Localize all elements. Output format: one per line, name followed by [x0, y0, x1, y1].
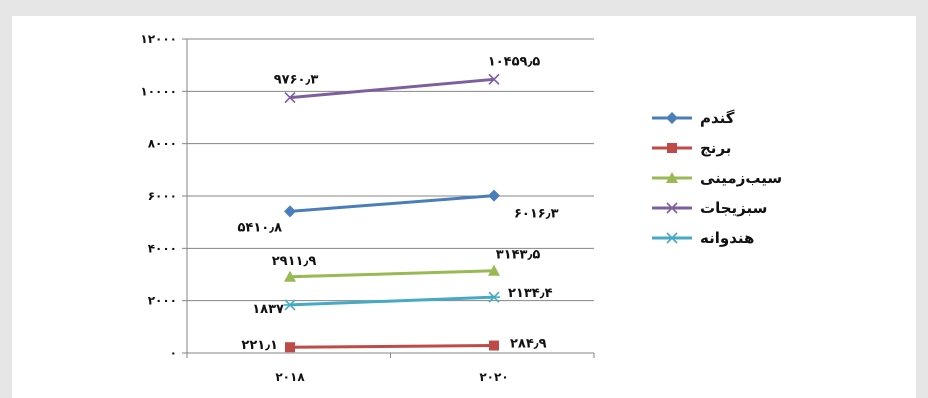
series-line	[289, 269, 495, 279]
point-marker-triangle	[284, 270, 296, 282]
line-chart: ۰ ۲۰۰۰ ۴۰۰۰ ۶۰۰۰ ۸۰۰۰ ۱۰۰۰۰ ۱۲۰۰۰ ۲۰۱۸ ۲۰۲۰ ۵۴۱۰…	[140, 32, 782, 384]
chart-frame: ۰ ۲۰۰۰ ۴۰۰۰ ۶۰۰۰ ۸۰۰۰ ۱۰۰۰۰ ۱۲۰۰۰ ۲۰۱۸ ۲۰۲۰ ۵۴۱۰…	[12, 16, 916, 398]
series-line	[289, 77, 495, 100]
series-line	[289, 194, 495, 213]
point-marker-star	[666, 232, 678, 244]
y-tick-label: ۴۰۰۰	[148, 241, 177, 255]
y-tick-label: ۸۰۰۰	[148, 137, 177, 151]
legend-label: سبزیجات	[700, 199, 767, 217]
series-line	[289, 344, 495, 349]
y-tick-label: ۰	[170, 346, 177, 360]
legend-item: گندم	[652, 109, 735, 127]
series	[284, 73, 500, 353]
point-marker-x	[488, 73, 500, 85]
x-tick-label: ۲۰۱۸	[275, 370, 305, 384]
legend-label: سیب‌زمینی	[700, 169, 782, 187]
point-marker-diamond	[666, 112, 678, 124]
y-tick-label: ۶۰۰۰	[148, 189, 177, 203]
point-marker-square	[667, 143, 677, 153]
gridlines	[187, 38, 594, 302]
point-marker-diamond	[284, 205, 296, 218]
data-label: ۶۰۱۶٫۳	[514, 207, 559, 222]
data-label: ۳۱۴۳٫۵	[496, 248, 541, 263]
point-marker-x	[666, 202, 678, 214]
y-tick-label: ۱۲۰۰۰	[140, 32, 177, 46]
x-tick-label: ۲۰۲۰	[479, 370, 508, 384]
marker-stroke	[488, 73, 500, 85]
point-marker-triangle	[666, 172, 678, 183]
legend-item: برنج	[652, 139, 731, 157]
legend-item: سبزیجات	[652, 199, 767, 217]
point-marker-star	[488, 291, 500, 303]
legend-label: هندوانه	[700, 229, 754, 247]
axes: ۰ ۲۰۰۰ ۴۰۰۰ ۶۰۰۰ ۸۰۰۰ ۱۰۰۰۰ ۱۲۰۰۰ ۲۰۱۸ ۲۰۲۰	[140, 32, 595, 384]
series-line	[289, 295, 495, 307]
point-marker-star	[284, 299, 296, 311]
point-marker-square	[489, 340, 499, 351]
point-marker-diamond	[488, 189, 500, 202]
data-label: ۵۴۱۰٫۸	[237, 220, 282, 235]
y-tick-label: ۱۰۰۰۰	[140, 84, 177, 98]
legend-item: سیب‌زمینی	[652, 169, 782, 187]
point-marker-x	[284, 92, 296, 104]
point-marker-triangle	[488, 264, 500, 276]
data-label: ۱۸۳۷	[252, 302, 284, 317]
legend: گندم برنج سیب‌زمینی سبزیجات هندوانه	[652, 109, 782, 247]
data-label: ۹۷۶۰٫۳	[274, 73, 319, 88]
data-label: ۲۸۴٫۹	[510, 337, 547, 352]
data-label: ۲۲۱٫۱	[241, 338, 278, 353]
legend-label: گندم	[700, 109, 735, 127]
marker-stroke	[666, 202, 678, 214]
data-label: ۲۱۳۴٫۴	[508, 286, 553, 301]
marker-stroke	[284, 92, 296, 104]
data-label: ۱۰۴۵۹٫۵	[488, 54, 541, 69]
data-label: ۲۹۱۱٫۹	[272, 254, 317, 269]
data-labels: ۵۴۱۰٫۸ ۶۰۱۶٫۳ ۲۲۱٫۱ ۲۸۴٫۹ ۲۹۱۱٫۹ ۳۱۴۳٫۵ ۹۷۶۰٫۳…	[237, 54, 558, 353]
legend-label: برنج	[700, 139, 731, 157]
y-tick-label: ۲۰۰۰	[148, 294, 177, 308]
point-marker-square	[285, 342, 295, 353]
legend-item: هندوانه	[652, 229, 754, 247]
